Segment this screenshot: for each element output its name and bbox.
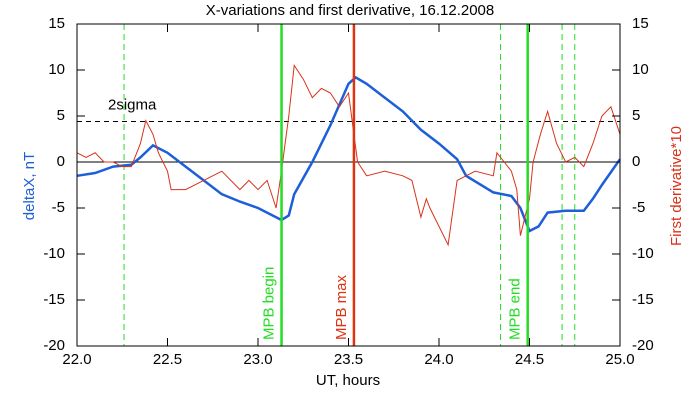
y-tick-label: 15 [48,15,65,32]
y2-tick-label: -10 [632,245,654,262]
x-tick-label: 22.0 [62,351,91,368]
series-line [76,75,622,233]
y2-tick-label: -15 [632,291,654,308]
y2-tick-label: 0 [632,153,640,170]
y-tick-label: 10 [48,61,65,78]
event-label: MPB end [507,278,524,340]
threshold-label: 2sigma [108,96,157,113]
y2-axis-label: First derivative*10 [668,126,685,246]
y2-tick-label: 5 [632,107,640,124]
x-tick-label: 22.5 [153,351,182,368]
y-axis-label: deltaX, nT [21,152,38,220]
y2-tick-label: -20 [632,337,654,354]
y-tick-label: 0 [57,153,65,170]
y-tick-label: -5 [52,199,65,216]
y-tick-label: -15 [43,291,65,308]
y-tick-label: 5 [57,107,65,124]
x-tick-label: 23.0 [243,351,272,368]
series-line [76,63,621,247]
y2-tick-label: 10 [632,61,649,78]
x-tick-label: 24.0 [424,351,453,368]
chart-title: X-variations and first derivative, 16.12… [206,2,495,19]
event-label: MPB max [333,274,350,340]
y-tick-label: -10 [43,245,65,262]
x-tick-label: 24.5 [515,351,544,368]
event-label: MPB begin [260,267,277,340]
y-tick-label: -20 [43,337,65,354]
x-tick-label: 23.5 [334,351,363,368]
x-tick-label: 25.0 [605,351,634,368]
y2-tick-label: 15 [632,15,649,32]
x-axis-label: UT, hours [316,372,380,389]
y2-tick-label: -5 [632,199,645,216]
